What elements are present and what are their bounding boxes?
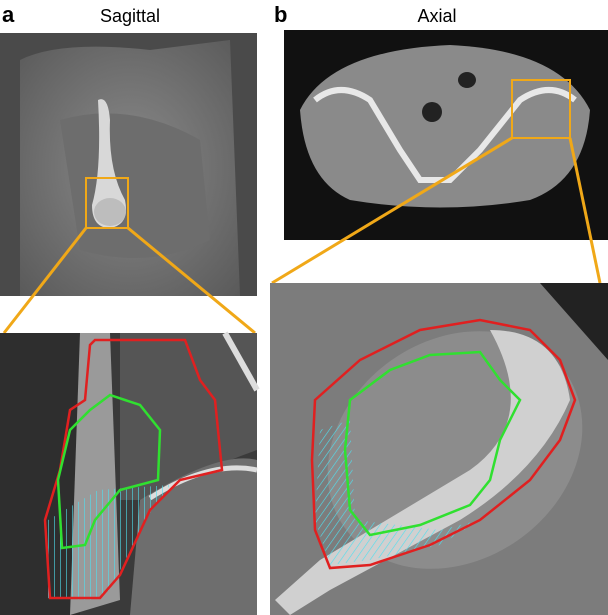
panel-label: b: [274, 2, 287, 27]
sagittal-image: [0, 33, 257, 296]
axial-zoom: [270, 283, 608, 615]
axial-image: [284, 30, 608, 240]
panel-label: a: [2, 2, 15, 27]
zoom-line: [2, 227, 88, 334]
panel-title: Axial: [417, 6, 456, 26]
zoom-line: [127, 226, 256, 335]
zoom-line: [271, 136, 513, 285]
zoom-line: [568, 137, 602, 284]
panel-title: Sagittal: [100, 6, 160, 26]
sagittal-zoom: [0, 331, 260, 615]
